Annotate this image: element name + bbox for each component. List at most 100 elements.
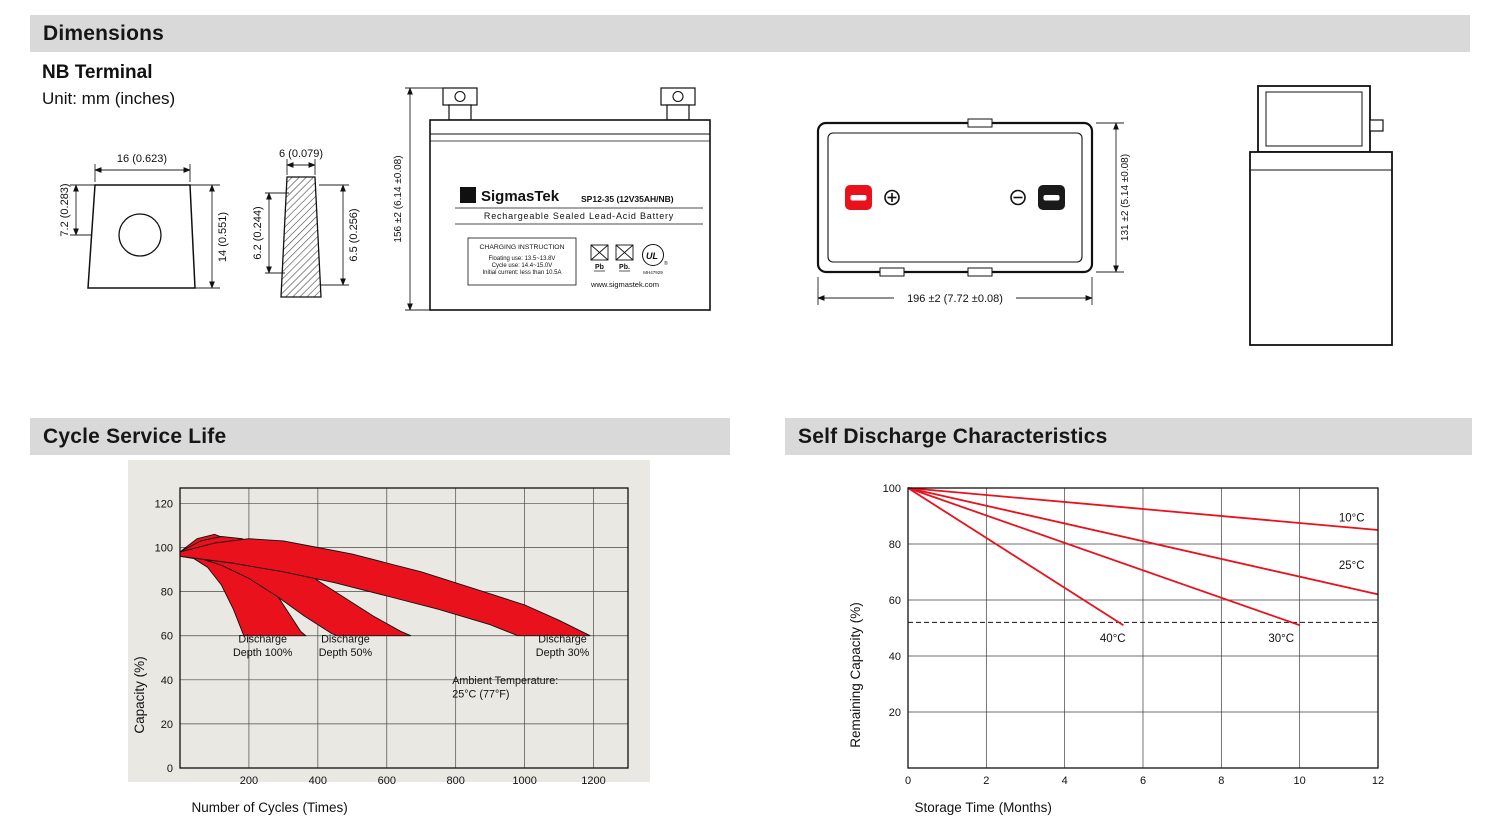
battery-side-view (1249, 85, 1393, 346)
y-tick-label: 40 (889, 651, 901, 663)
battery-type-subtitle: Rechargeable Sealed Lead-Acid Battery (484, 211, 674, 221)
y-tick-label: 100 (883, 483, 901, 495)
series-label: 10°C (1339, 513, 1365, 525)
ul-label: UL (646, 251, 658, 261)
y-axis-label: Remaining Capacity (%) (848, 602, 863, 748)
dim-section-right: 6.5 (0.256) (348, 208, 360, 261)
section-header-cycle-life: Cycle Service Life (30, 418, 730, 455)
label-brand-row: Σ SigmasTek SP12-35 (12V35AH/NB) (460, 187, 674, 205)
x-tick-label: 10 (1294, 775, 1306, 787)
x-tick-label: 6 (1140, 775, 1146, 787)
positive-terminal (845, 185, 872, 210)
top-view-width-dimension (817, 277, 1093, 305)
annotation-text: Depth 30% (536, 647, 590, 659)
brand-name: SigmasTek (481, 188, 560, 205)
website-text: www.sigmastek.com (590, 280, 659, 289)
battery-case-front (429, 119, 711, 311)
x-axis-label: Number of Cycles (Times) (191, 800, 347, 815)
ul-mark-icon: UL ® MH47929 (642, 244, 668, 275)
pb-label-1: Pb (595, 264, 604, 271)
dim-top-width: 196 ±2 (7.72 ±0.08) (907, 293, 1003, 305)
x-tick-label: 600 (378, 775, 396, 787)
dim-section-left: 6.2 (0.244) (252, 206, 264, 259)
battery-case-side (1249, 151, 1393, 346)
dim-terminal-height-total: 14 (0.551) (217, 212, 229, 262)
case-notch-top (967, 118, 993, 128)
pb-recycle-icon-1: Pb (590, 244, 609, 272)
dim-terminal-width: 16 (0.623) (117, 153, 167, 165)
charging-line-1: Floating use: 13.5~13.8V (489, 256, 556, 262)
negative-terminal (1038, 185, 1065, 210)
annotation-text: Discharge (238, 633, 287, 645)
minus-polarity-icon (1010, 189, 1026, 206)
case-notch-bottom-2 (967, 267, 993, 277)
terminal-post-right (660, 87, 696, 121)
front-height-dimension (405, 87, 443, 311)
y-tick-label: 0 (167, 763, 173, 775)
section-title-dimensions: Dimensions (43, 21, 165, 45)
sigma-logo-icon (460, 187, 476, 203)
band-region (179, 538, 591, 637)
annotation-text: Depth 50% (319, 647, 373, 659)
y-tick-label: 60 (889, 595, 901, 607)
dim-terminal-height-to-hole: 7.2 (0.283) (59, 183, 71, 236)
y-tick-label: 20 (889, 707, 901, 719)
charging-line-3: Initial current: less than 10.5A (482, 270, 561, 276)
terminal-type-title: NB Terminal (42, 62, 153, 83)
dim-section-width: 6 (0.079) (279, 148, 323, 160)
y-tick-label: 80 (889, 539, 901, 551)
series-line (907, 487, 1379, 596)
terminal-section-dimension-lines (265, 159, 349, 286)
battery-case-top-inner (827, 132, 1083, 263)
dim-front-height: 156 ±2 (6.14 ±0.08) (393, 155, 404, 242)
x-tick-label: 8 (1218, 775, 1224, 787)
y-axis-label: Capacity (%) (132, 656, 147, 733)
x-tick-label: 400 (309, 775, 327, 787)
self-discharge-chart: 0 2 4 6 8 10 12 20 40 60 80 100 10°C 25°C 30°C 40°C Stor… (848, 483, 1384, 815)
x-tick-label: 4 (1062, 775, 1068, 787)
section-title-cycle-life: Cycle Service Life (43, 424, 227, 448)
y-tick-label: 80 (161, 587, 173, 599)
x-tick-label: 200 (240, 775, 258, 787)
terminal-post-left (442, 87, 478, 121)
unit-note: Unit: mm (inches) (42, 89, 176, 108)
side-terminal-block (1257, 85, 1384, 153)
y-tick-label: 40 (161, 675, 173, 687)
section-header-dimensions: Dimensions (30, 15, 1470, 52)
terminal-section-shape (280, 176, 322, 298)
y-tick-label: 60 (161, 631, 173, 643)
terminal-section-drawing: 6 (0.079) 6.2 (0.244) 6.5 (0.256) (252, 148, 360, 298)
case-notch-bottom-1 (879, 267, 905, 277)
sigma-logo-glyph: Σ (464, 189, 471, 203)
faston-blade-tab (1369, 119, 1384, 132)
charging-instruction-box: CHARGING INSTRUCTION Floating use: 13.5~… (467, 237, 577, 286)
terminal-front-view-drawing: 16 (0.623) 7.2 (0.283) 14 (0.551) (59, 153, 229, 289)
x-tick-label: 12 (1372, 775, 1384, 787)
x-tick-label: 2 (983, 775, 989, 787)
series-line (907, 487, 1300, 627)
annotation-text: Ambient Temperature: (452, 675, 558, 687)
ul-file-code: MH47929 (643, 270, 663, 275)
battery-case-top-outline (816, 121, 1094, 274)
plot-frame (907, 487, 1379, 769)
ul-registered-mark: ® (664, 260, 668, 267)
section-title-self-discharge: Self Discharge Characteristics (798, 424, 1108, 448)
annotation-text: 25°C (77°F) (452, 689, 509, 701)
y-tick-label: 100 (155, 543, 173, 555)
battery-top-view: 196 ±2 (7.72 ±0.08) 131 ±2 (5.14 ±0.08) (816, 118, 1131, 305)
series-line (907, 487, 1124, 626)
x-tick-label: 800 (447, 775, 465, 787)
plus-polarity-icon (884, 189, 900, 206)
plot-frame (179, 487, 629, 769)
x-tick-label: 1000 (512, 775, 536, 787)
annotation-text: Discharge (321, 633, 370, 645)
battery-front-view: 156 ±2 (6.14 ±0.08) Σ SigmasTek SP12-35 … (393, 87, 711, 311)
charging-title: CHARGING INSTRUCTION (480, 244, 565, 251)
terminal-body-shape (87, 184, 196, 289)
series-label: 40°C (1100, 633, 1126, 645)
top-view-height-dimension (1096, 122, 1124, 273)
charging-line-2: Cycle use: 14.4~15.0V (492, 263, 553, 269)
dim-top-height: 131 ±2 (5.14 ±0.08) (1120, 154, 1131, 241)
x-tick-label: 0 (905, 775, 911, 787)
pb-label-2: Pb. (619, 264, 630, 271)
